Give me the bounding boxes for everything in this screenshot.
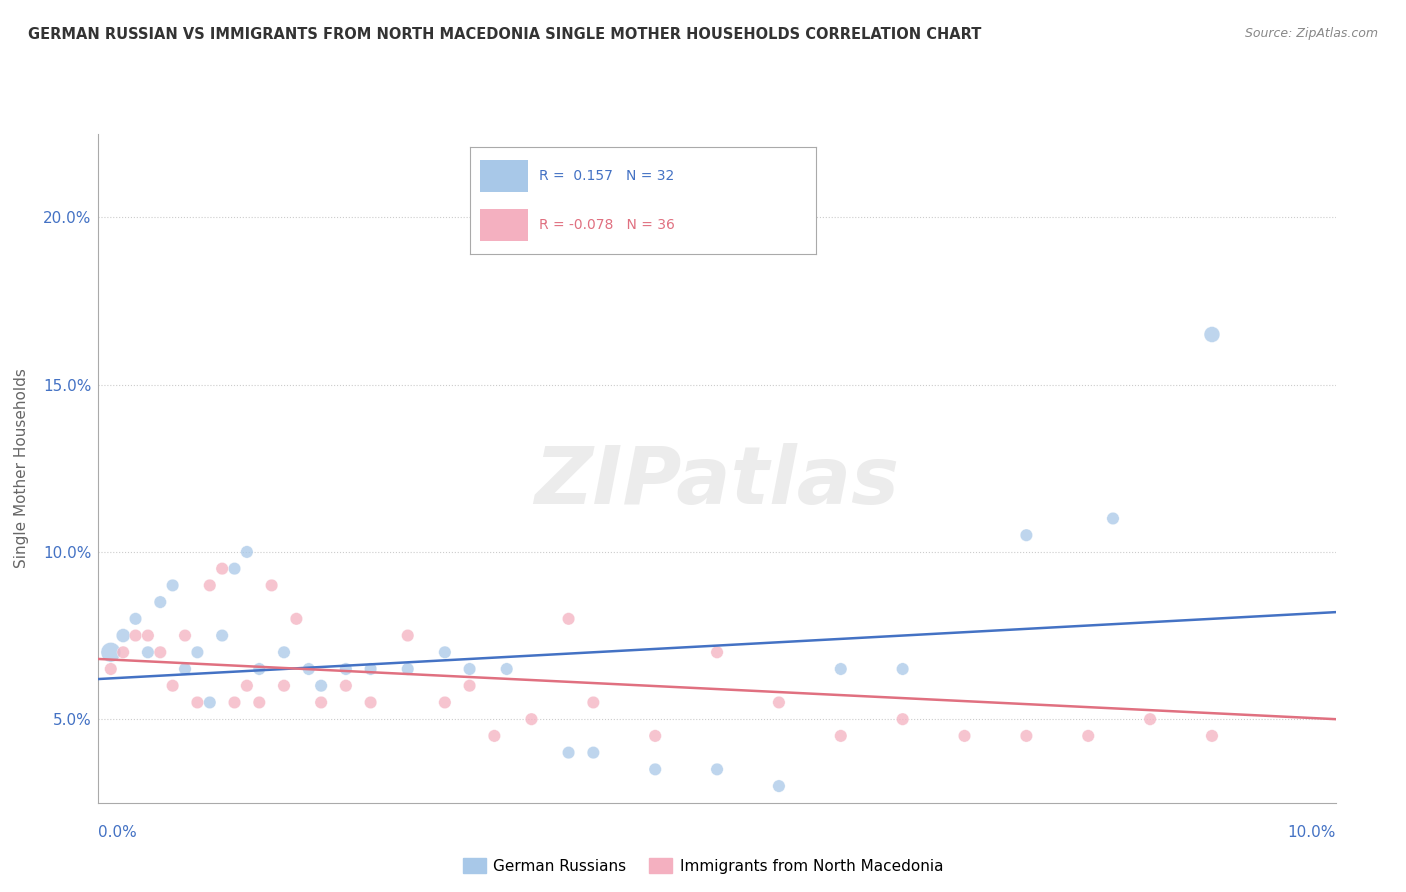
Point [162, 679, 184, 693]
Point [396, 629, 419, 643]
Point [136, 645, 159, 659]
Text: ZIPatlas: ZIPatlas [534, 442, 900, 521]
Point [1201, 729, 1223, 743]
Point [186, 696, 208, 710]
Point [582, 696, 605, 710]
Point [335, 662, 357, 676]
Point [1201, 327, 1223, 342]
Point [298, 662, 321, 676]
Point [953, 729, 976, 743]
Point [100, 645, 122, 659]
Point [557, 612, 579, 626]
Y-axis label: Single Mother Households: Single Mother Households [14, 368, 30, 568]
Point [211, 562, 233, 576]
Point [1102, 511, 1125, 525]
Point [309, 679, 332, 693]
Point [891, 712, 914, 726]
Point [273, 645, 295, 659]
Point [1015, 729, 1038, 743]
Point [162, 578, 184, 592]
Point [458, 679, 481, 693]
Point [1139, 712, 1161, 726]
Point [309, 696, 332, 710]
Point [136, 629, 159, 643]
Point [149, 595, 172, 609]
Point [644, 729, 666, 743]
Point [149, 645, 172, 659]
Point [458, 662, 481, 676]
Text: Source: ZipAtlas.com: Source: ZipAtlas.com [1244, 27, 1378, 40]
Point [830, 662, 852, 676]
Point [360, 662, 382, 676]
Point [112, 645, 135, 659]
Text: 0.0%: 0.0% [98, 825, 138, 840]
Point [124, 612, 146, 626]
Point [198, 696, 221, 710]
Point [495, 662, 517, 676]
Point [224, 562, 246, 576]
Point [198, 578, 221, 592]
Point [433, 696, 456, 710]
Legend: German Russians, Immigrants from North Macedonia: German Russians, Immigrants from North M… [457, 852, 949, 880]
Text: 10.0%: 10.0% [1288, 825, 1336, 840]
Point [247, 662, 270, 676]
Text: GERMAN RUSSIAN VS IMMIGRANTS FROM NORTH MACEDONIA SINGLE MOTHER HOUSEHOLDS CORRE: GERMAN RUSSIAN VS IMMIGRANTS FROM NORTH … [28, 27, 981, 42]
Point [644, 762, 666, 776]
Point [768, 696, 790, 710]
Point [396, 662, 419, 676]
Point [891, 662, 914, 676]
Point [100, 662, 122, 676]
Point [706, 645, 728, 659]
Point [174, 629, 197, 643]
Point [768, 779, 790, 793]
Point [1077, 729, 1099, 743]
Point [557, 746, 579, 760]
Point [335, 679, 357, 693]
Point [186, 645, 208, 659]
Point [706, 762, 728, 776]
Point [285, 612, 308, 626]
Point [211, 629, 233, 643]
Point [830, 729, 852, 743]
Point [520, 712, 543, 726]
Point [273, 679, 295, 693]
Point [582, 746, 605, 760]
Point [236, 679, 259, 693]
Point [236, 545, 259, 559]
Point [484, 729, 506, 743]
Point [247, 696, 270, 710]
Point [174, 662, 197, 676]
Point [260, 578, 283, 592]
Point [224, 696, 246, 710]
Point [112, 629, 135, 643]
Point [1015, 528, 1038, 542]
Point [124, 629, 146, 643]
Point [433, 645, 456, 659]
Point [360, 696, 382, 710]
